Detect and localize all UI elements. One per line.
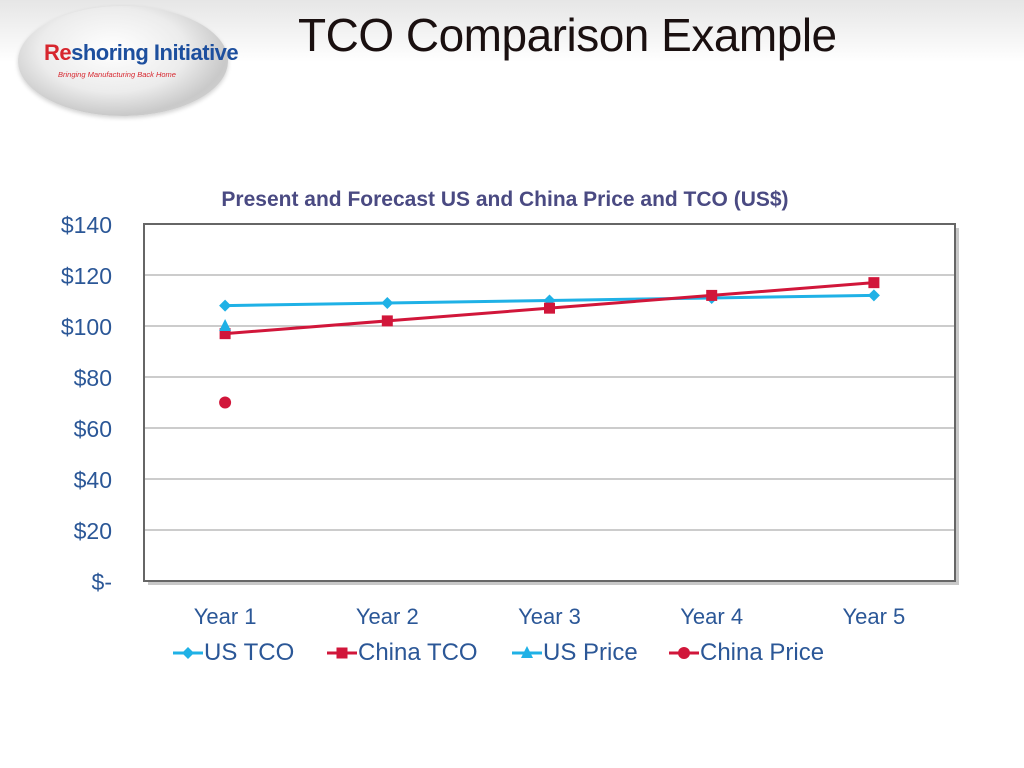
us-price-point xyxy=(219,319,232,331)
legend-swatch-china-price xyxy=(669,647,699,659)
logo-globe-icon xyxy=(18,6,228,116)
logo-name: Reshoring Initiative xyxy=(44,40,239,66)
y-tick-label: $80 xyxy=(74,365,112,391)
plot-border xyxy=(143,223,956,582)
x-tick-label: Year 3 xyxy=(518,604,581,629)
china-price-point xyxy=(219,396,232,409)
logo-tagline: Bringing Manufacturing Back Home xyxy=(58,70,176,79)
legend-label: China Price xyxy=(700,639,825,666)
legend-swatch-us-tco xyxy=(173,647,203,659)
legend-label: China TCO xyxy=(358,639,478,666)
y-tick-label: $60 xyxy=(74,416,112,442)
logo-name-suffix: shoring Initiative xyxy=(71,40,239,65)
china-tco-point xyxy=(381,315,393,327)
legend-label: US TCO xyxy=(204,639,295,666)
legend-label: US Price xyxy=(543,639,638,666)
y-tick-label: $120 xyxy=(61,263,112,289)
y-tick-label: $20 xyxy=(74,518,112,544)
legend-swatch-china-tco xyxy=(327,647,357,659)
china-tco-point xyxy=(544,302,555,314)
page-title: TCO Comparison Example xyxy=(298,9,837,61)
legend-swatch-us-price xyxy=(512,646,542,658)
legend-item-china-price: China Price xyxy=(668,638,824,668)
china-tco-point xyxy=(219,328,231,340)
legend-item-us-price: US Price xyxy=(511,638,638,668)
us-tco-point xyxy=(219,299,232,312)
chart-title: Present and Forecast US and China Price … xyxy=(221,188,788,211)
plot-area xyxy=(144,224,955,581)
x-tick-label: Year 4 xyxy=(680,604,743,629)
logo-name-prefix: Re xyxy=(44,40,72,65)
x-tick-label: Year 5 xyxy=(842,604,905,629)
y-tick-label: $- xyxy=(92,569,112,595)
china-tco-point xyxy=(868,277,880,289)
legend-item-us-tco: US TCO xyxy=(172,638,294,668)
y-tick-label: $40 xyxy=(74,467,112,493)
y-tick-label: $140 xyxy=(61,212,112,238)
china-tco-point xyxy=(706,289,718,301)
x-tick-label: Year 1 xyxy=(194,604,257,629)
x-tick-label: Year 2 xyxy=(356,604,419,629)
us-tco-point xyxy=(867,289,880,302)
us-tco-point xyxy=(381,297,394,310)
y-tick-label: $100 xyxy=(61,314,112,340)
legend-item-china-tco: China TCO xyxy=(326,638,478,668)
